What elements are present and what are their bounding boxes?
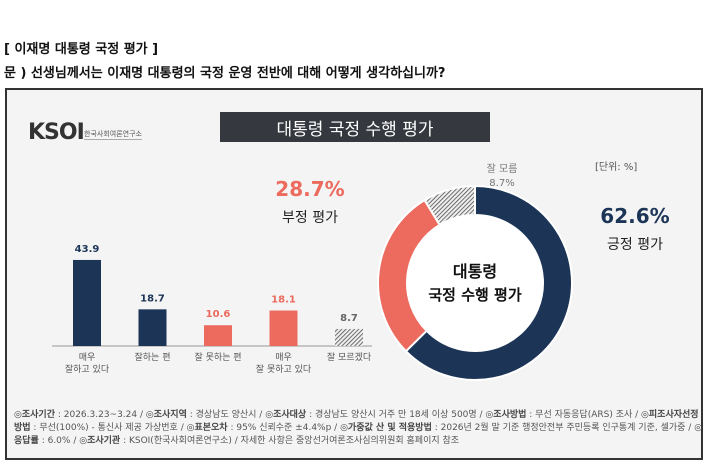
note-value: : 경상남도 양산시 거주 만 18세 이상 500명 / [306, 410, 486, 420]
donut-center-label: 국정 수행 평가 [428, 286, 521, 304]
bar-category-label: 매우 [275, 352, 292, 363]
note-key: ◎피조사자선정방법 [14, 410, 699, 433]
note-key: ◎응답률 [14, 423, 703, 446]
note-key: ◎조사지역 [145, 410, 187, 420]
bar-value-label: 8.7 [340, 313, 358, 324]
survey-question: 문 ) 선생님께서는 이재명 대통령의 국정 운영 전반에 대해 어떻게 생각하… [4, 66, 446, 81]
bar-value-label: 18.7 [140, 293, 165, 304]
note-key: ◎표본오차 [186, 423, 228, 433]
note-value: : 경상남도 양산시 / [186, 410, 266, 420]
note-key: ◎가중값 산 및 적용방법 [340, 423, 432, 433]
positive-label: 긍정 평가 [607, 237, 663, 253]
ksoi-logo: KSOI [28, 120, 85, 145]
chart-title: 대통령 국정 수행 평가 [220, 112, 490, 142]
donut-hole [407, 215, 543, 351]
bar [138, 309, 167, 346]
bar-category-label: 잘 못하는 편 [194, 351, 241, 363]
bar-value-label: 10.6 [206, 309, 231, 320]
dont-know-value-label: 8.7% [489, 178, 514, 189]
bar-value-label: 18.1 [271, 295, 296, 306]
bar-category-label: 잘하고 있다 [65, 363, 110, 375]
positive-value-label: 62.6% [600, 204, 669, 228]
section-title: [ 이재명 대통령 국정 평가 ] [4, 42, 159, 57]
note-key: ◎조사방법 [485, 410, 527, 420]
note-key: ◎조사대상 [265, 410, 307, 420]
note-value: : 2026년 2월 말 기준 행정안전부 주민등록 인구통계 기준, 셀가중 … [431, 423, 695, 433]
bar [73, 259, 101, 346]
note-tail: 자세한 사항은 중앙선거여론조사심의위원회 홈페이지 참조 [240, 436, 460, 446]
note-value: : 무선 자동응답(ARS) 조사 / [526, 410, 642, 420]
bar [335, 328, 363, 346]
dont-know-label: 잘 모름 [487, 163, 518, 175]
bar-category-label: 잘 못하고 있다 [256, 363, 312, 375]
bar-category-label: 잘하는 편 [135, 351, 171, 363]
bar-category-label: 매우 [79, 352, 96, 363]
note-value: : 2026.3.23~3.24 / [54, 410, 146, 420]
negative-label: 부정 평가 [282, 210, 338, 226]
donut-center-label: 대통령 [453, 262, 497, 281]
bar [269, 310, 298, 346]
bar-value-label: 43.9 [75, 244, 100, 255]
survey-notes: ◎조사기간 : 2026.3.23~3.24 / ◎조사지역 : 경상남도 양산… [14, 409, 704, 448]
note-value: : KSOI(한국사회여론연구소) / [120, 436, 241, 446]
note-value: : 6.0% / [38, 436, 80, 446]
bar-category-label: 잘 모르겠다 [327, 351, 372, 363]
unit-label: [단위: %] [595, 162, 638, 173]
note-key: ◎조사기관 [79, 436, 121, 446]
bar [204, 325, 232, 346]
note-value: : 95% 신뢰수준 ±4.4%p / [227, 423, 341, 433]
chart-panel [5, 88, 703, 460]
ksoi-logo-subtitle: 한국사회여론연구소 [84, 130, 142, 140]
note-key: ◎조사기간 [14, 410, 55, 420]
note-value: : 무선(100%) - 통신사 제공 가상번호 / [30, 423, 187, 433]
negative-value-label: 28.7% [275, 177, 344, 201]
